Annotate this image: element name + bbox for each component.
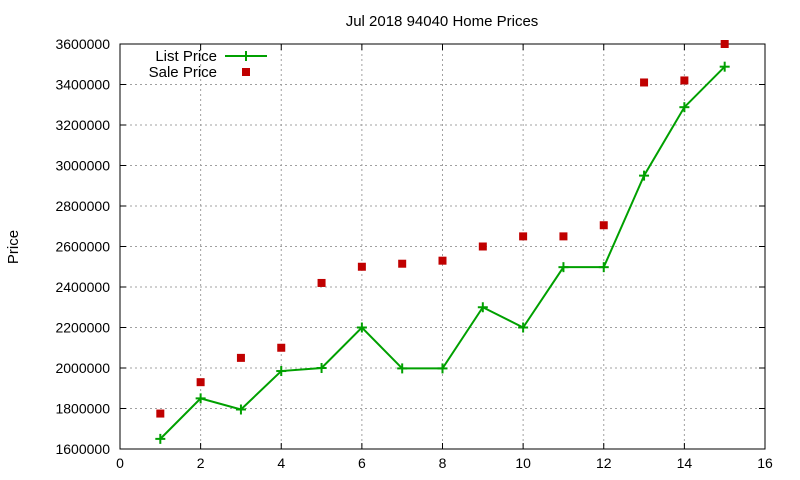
data-point bbox=[277, 343, 286, 352]
x-tick-label: 0 bbox=[116, 455, 124, 471]
data-point bbox=[356, 322, 367, 333]
y-tick-labels: 1600000 1800000 2000000 2200000 2400000 26000… bbox=[55, 36, 110, 457]
series-list-price bbox=[155, 61, 730, 444]
y-axis-label: Price bbox=[5, 230, 22, 264]
y-tick-label: 3200000 bbox=[55, 117, 110, 133]
data-point bbox=[559, 232, 568, 241]
chart-title: Jul 2018 94040 Home Prices bbox=[346, 13, 539, 30]
data-point bbox=[357, 262, 366, 271]
x-tick-label: 6 bbox=[358, 455, 366, 471]
data-point bbox=[478, 242, 487, 251]
data-point bbox=[598, 262, 609, 273]
y-tick-label: 1800000 bbox=[55, 401, 110, 417]
axis-ticks bbox=[119, 43, 766, 450]
data-point bbox=[518, 322, 529, 333]
x-tick-labels: 0 2 4 6 8 10 12 14 16 bbox=[116, 455, 773, 471]
data-point bbox=[317, 278, 326, 287]
data-point bbox=[316, 363, 327, 373]
data-point bbox=[640, 78, 649, 87]
legend-marker-list-price bbox=[241, 51, 251, 61]
data-point bbox=[719, 61, 730, 72]
legend-marker-sale-price bbox=[242, 68, 250, 76]
data-point bbox=[195, 393, 206, 404]
data-point bbox=[236, 353, 245, 362]
data-point bbox=[558, 262, 569, 273]
x-tick-label: 14 bbox=[677, 455, 693, 471]
legend-label-sale-price: Sale Price bbox=[149, 64, 217, 81]
series-sale-price bbox=[156, 40, 729, 418]
data-point bbox=[680, 76, 689, 85]
data-point bbox=[155, 433, 166, 444]
data-point bbox=[477, 302, 488, 313]
series-line bbox=[159, 65, 726, 440]
data-point bbox=[235, 404, 246, 415]
x-tick-label: 12 bbox=[596, 455, 612, 471]
x-tick-label: 16 bbox=[757, 455, 773, 471]
data-point bbox=[397, 363, 408, 374]
y-tick-label: 3600000 bbox=[55, 36, 110, 52]
grid bbox=[120, 44, 765, 449]
legend: List Price Sale Price bbox=[149, 48, 267, 81]
y-tick-label: 2000000 bbox=[55, 360, 110, 376]
data-point bbox=[156, 409, 165, 418]
x-tick-label: 4 bbox=[277, 455, 285, 471]
legend-label-list-price: List Price bbox=[155, 48, 217, 65]
data-point bbox=[639, 170, 650, 181]
y-tick-label: 1600000 bbox=[55, 441, 110, 457]
series bbox=[155, 40, 730, 444]
y-tick-label: 2200000 bbox=[55, 320, 110, 336]
y-tick-label: 2400000 bbox=[55, 279, 110, 295]
y-tick-label: 3400000 bbox=[55, 77, 110, 93]
x-tick-label: 8 bbox=[439, 455, 447, 471]
x-tick-label: 10 bbox=[515, 455, 531, 471]
y-tick-label: 2600000 bbox=[55, 239, 110, 255]
data-point bbox=[679, 102, 690, 113]
data-point bbox=[437, 363, 448, 374]
data-point bbox=[398, 259, 407, 268]
data-point bbox=[196, 378, 205, 387]
y-tick-label: 3000000 bbox=[55, 158, 110, 174]
y-tick-label: 2800000 bbox=[55, 198, 110, 214]
data-point bbox=[438, 256, 447, 265]
data-point bbox=[599, 221, 608, 230]
data-point bbox=[519, 232, 528, 241]
data-point bbox=[720, 40, 729, 48]
x-tick-label: 2 bbox=[197, 455, 205, 471]
data-point bbox=[276, 366, 287, 377]
